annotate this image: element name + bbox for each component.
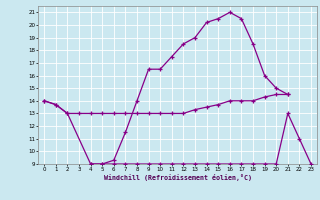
X-axis label: Windchill (Refroidissement éolien,°C): Windchill (Refroidissement éolien,°C) <box>104 174 252 181</box>
